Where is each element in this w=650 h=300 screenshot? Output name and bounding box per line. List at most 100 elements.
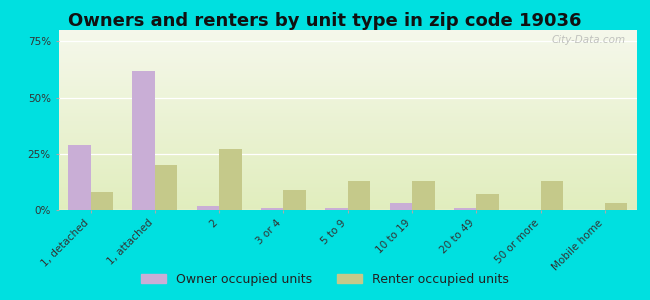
Bar <box>58 104 637 105</box>
Bar <box>58 170 637 171</box>
Bar <box>58 119 637 120</box>
Bar <box>58 122 637 123</box>
Bar <box>58 179 637 180</box>
Bar <box>58 117 637 118</box>
Bar <box>58 145 637 146</box>
Bar <box>58 191 637 192</box>
Bar <box>58 79 637 80</box>
Bar <box>58 39 637 40</box>
Bar <box>58 86 637 87</box>
Bar <box>58 142 637 143</box>
Bar <box>58 143 637 144</box>
Bar <box>58 150 637 151</box>
Bar <box>58 135 637 136</box>
Bar <box>58 73 637 74</box>
Bar <box>58 158 637 159</box>
Bar <box>58 31 637 32</box>
Bar <box>58 201 637 202</box>
Bar <box>58 171 637 172</box>
Bar <box>58 209 637 210</box>
Bar <box>58 162 637 163</box>
Bar <box>58 66 637 67</box>
Bar <box>58 105 637 106</box>
Bar <box>58 41 637 42</box>
Bar <box>58 95 637 96</box>
Bar <box>412 181 434 210</box>
Bar <box>58 112 637 113</box>
Bar <box>58 114 637 115</box>
Bar <box>58 92 637 93</box>
Bar <box>58 182 637 183</box>
Bar <box>58 197 637 198</box>
Bar <box>58 149 637 150</box>
Bar <box>58 138 637 139</box>
Bar <box>133 70 155 210</box>
Bar <box>58 193 637 194</box>
Bar <box>58 120 637 121</box>
Bar <box>58 109 637 110</box>
Bar <box>58 172 637 173</box>
Bar <box>58 90 637 91</box>
Bar <box>58 116 637 117</box>
Bar <box>58 62 637 63</box>
Bar <box>58 72 637 73</box>
Bar <box>58 144 637 145</box>
Bar <box>58 148 637 149</box>
Bar <box>58 78 637 79</box>
Bar <box>58 178 637 179</box>
Text: City-Data.com: City-Data.com <box>551 35 625 45</box>
Bar <box>58 177 637 178</box>
Bar <box>58 46 637 47</box>
Bar <box>58 141 637 142</box>
Bar <box>58 32 637 33</box>
Bar <box>58 57 637 58</box>
Bar <box>58 68 637 69</box>
Bar <box>58 127 637 128</box>
Bar <box>58 113 637 114</box>
Bar <box>58 58 637 59</box>
Bar <box>58 129 637 130</box>
Bar <box>58 175 637 176</box>
Bar <box>58 165 637 166</box>
Bar <box>58 34 637 35</box>
Bar <box>58 163 637 164</box>
Bar <box>58 53 637 54</box>
Bar <box>58 51 637 52</box>
Bar <box>58 94 637 95</box>
Bar <box>58 190 637 191</box>
Bar <box>58 183 637 184</box>
Bar <box>58 87 637 88</box>
Bar <box>58 168 637 169</box>
Bar <box>58 137 637 138</box>
Bar <box>58 189 637 190</box>
Bar <box>58 111 637 112</box>
Bar <box>58 128 637 129</box>
Bar <box>58 196 637 197</box>
Bar <box>58 184 637 185</box>
Bar <box>58 123 637 124</box>
Bar <box>58 188 637 189</box>
Bar <box>476 194 499 210</box>
Bar <box>58 187 637 188</box>
Bar <box>58 55 637 56</box>
Bar <box>58 167 637 168</box>
Bar <box>58 155 637 156</box>
Bar <box>58 131 637 132</box>
Bar <box>58 36 637 37</box>
Bar <box>58 93 637 94</box>
Bar <box>58 199 637 200</box>
Bar <box>58 47 637 48</box>
Bar <box>155 165 177 210</box>
Bar <box>58 54 637 55</box>
Bar <box>58 194 637 195</box>
Bar <box>58 80 637 81</box>
Bar <box>58 89 637 90</box>
Bar <box>58 99 637 100</box>
Bar <box>58 71 637 72</box>
Bar <box>58 161 637 162</box>
Bar <box>58 169 637 170</box>
Bar <box>58 153 637 154</box>
Bar <box>58 198 637 199</box>
Bar <box>58 52 637 53</box>
Bar <box>58 147 637 148</box>
